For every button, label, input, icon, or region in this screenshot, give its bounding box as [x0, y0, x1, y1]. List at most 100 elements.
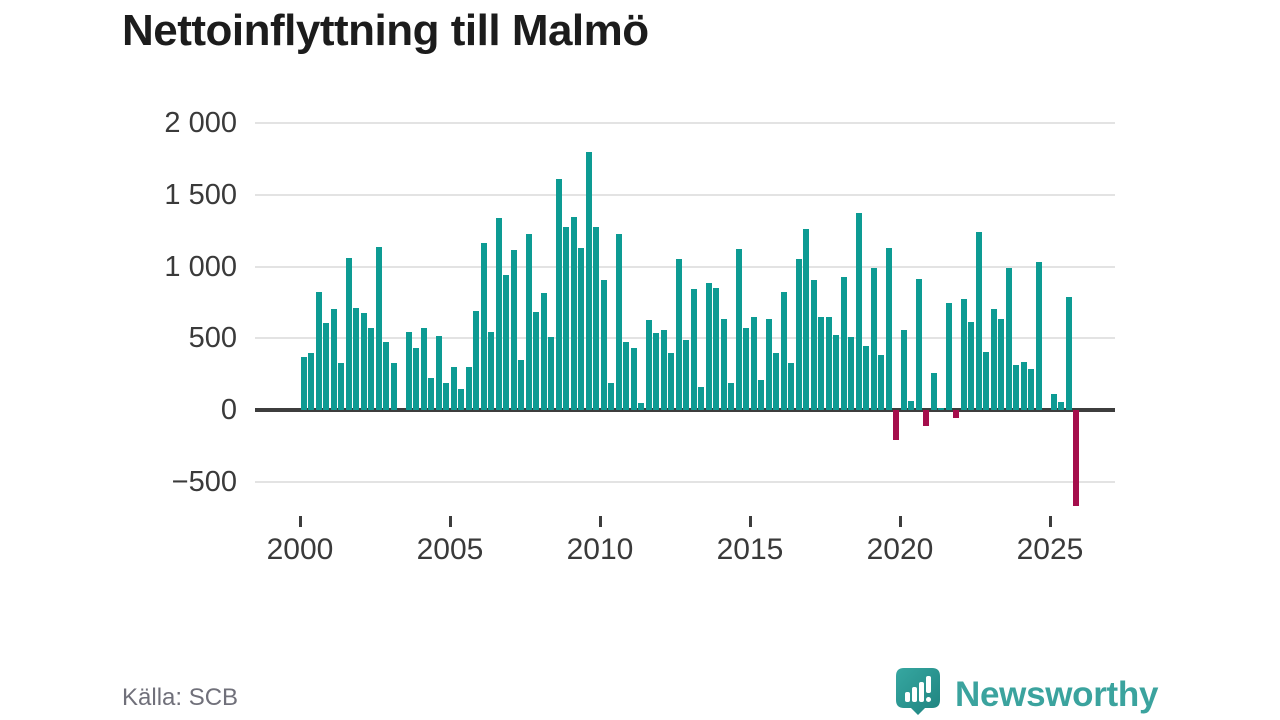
bar-positive [878, 354, 885, 410]
bar-positive [908, 401, 915, 410]
x-tick-mark [898, 516, 902, 527]
bar-positive [998, 318, 1005, 410]
bar-positive [600, 280, 607, 410]
x-tick-mark [1048, 516, 1052, 527]
bar-positive [983, 351, 990, 410]
bar-positive [728, 383, 735, 410]
bar-positive [330, 308, 337, 410]
bar-positive [1013, 364, 1020, 410]
bar-positive [825, 317, 832, 410]
bar-positive [435, 336, 442, 410]
bar-positive [713, 288, 720, 410]
zero-axis-line [255, 408, 1115, 412]
bar-positive [938, 407, 945, 410]
bar-positive [803, 229, 810, 410]
bar-positive [855, 212, 862, 410]
bar-positive [668, 352, 675, 410]
bar-positive [750, 316, 757, 410]
bar-positive [615, 234, 622, 410]
bar-positive [458, 389, 465, 410]
bar-positive [630, 348, 637, 410]
bar-positive [405, 331, 412, 410]
bar-positive [390, 363, 397, 410]
gridline [255, 265, 1115, 268]
bar-positive [525, 234, 532, 410]
bar-positive [540, 293, 547, 410]
y-tick-label: 2 000 [164, 107, 237, 139]
newsworthy-logo: Newsworthy [895, 668, 1158, 720]
x-tick-label: 2025 [1016, 533, 1084, 566]
bar-positive [338, 363, 345, 410]
bar-positive [420, 328, 427, 410]
y-tick-label: 1 000 [164, 250, 237, 283]
bar-positive [345, 257, 352, 410]
y-tick-label: 0 [220, 394, 237, 426]
bar-negative [953, 410, 960, 418]
bar-positive [863, 346, 870, 410]
bar-positive [368, 328, 375, 410]
bar-positive [360, 313, 367, 410]
x-tick-label: 2015 [716, 533, 784, 566]
x-tick-label: 2005 [416, 533, 484, 566]
bar-positive [518, 359, 525, 410]
y-tick-label: −500 [171, 465, 237, 498]
x-tick-label: 2000 [266, 533, 334, 566]
chart-title: Nettoinflyttning till Malmö [122, 6, 649, 55]
bar-positive [698, 387, 705, 410]
source-note: Källa: SCB [122, 684, 239, 711]
bar-positive [443, 382, 450, 410]
gridline [255, 480, 1115, 483]
bar-positive [428, 377, 435, 410]
bar-positive [653, 333, 660, 410]
bar-positive [383, 341, 390, 410]
bar-positive [495, 217, 502, 410]
bar-positive [810, 280, 817, 410]
bar-positive [660, 330, 667, 410]
bar-positive [323, 323, 330, 410]
bar-positive [503, 275, 510, 410]
gridline [255, 337, 1115, 340]
bar-positive [593, 227, 600, 410]
bar-positive [1065, 296, 1072, 410]
bar-positive [1050, 394, 1057, 410]
bar-positive [915, 279, 922, 410]
bar-positive [870, 267, 877, 410]
bar-positive [720, 318, 727, 410]
bar-positive [473, 310, 480, 410]
bar-positive [833, 334, 840, 410]
bar-positive [480, 242, 487, 410]
bar-positive [705, 283, 712, 410]
bar-positive [900, 330, 907, 410]
bar-positive [1058, 402, 1065, 410]
bar-positive [683, 339, 690, 410]
x-tick-label: 2020 [866, 533, 934, 566]
gridline [255, 122, 1115, 124]
bar-positive [638, 402, 645, 410]
x-tick-mark [298, 516, 302, 527]
newsworthy-barchart-pin-icon [895, 668, 941, 720]
bar-positive [548, 336, 555, 410]
bar-positive [488, 331, 495, 410]
bar-positive [623, 341, 630, 410]
bar-positive [315, 292, 322, 410]
bar-positive [795, 259, 802, 410]
bar-positive [510, 249, 517, 410]
bar-positive [533, 312, 540, 410]
x-tick-mark [748, 516, 752, 527]
x-tick-mark [598, 516, 602, 527]
bar-positive [735, 248, 742, 410]
gridline [255, 193, 1115, 196]
bar-positive [675, 259, 682, 410]
bar-positive [645, 320, 652, 410]
bar-negative [923, 410, 930, 426]
bar-positive [743, 328, 750, 410]
bar-positive [353, 308, 360, 410]
bar-positive [1035, 262, 1042, 410]
bar-positive [930, 372, 937, 410]
bar-positive [975, 232, 982, 410]
bar-positive [450, 366, 457, 410]
bar-positive [300, 356, 307, 410]
bar-positive [848, 336, 855, 410]
bar-positive [1020, 361, 1027, 410]
bar-positive [690, 288, 697, 410]
